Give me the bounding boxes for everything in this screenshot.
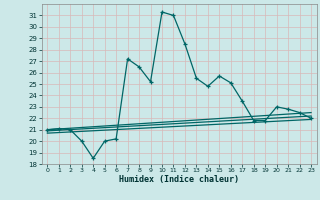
X-axis label: Humidex (Indice chaleur): Humidex (Indice chaleur)	[119, 175, 239, 184]
